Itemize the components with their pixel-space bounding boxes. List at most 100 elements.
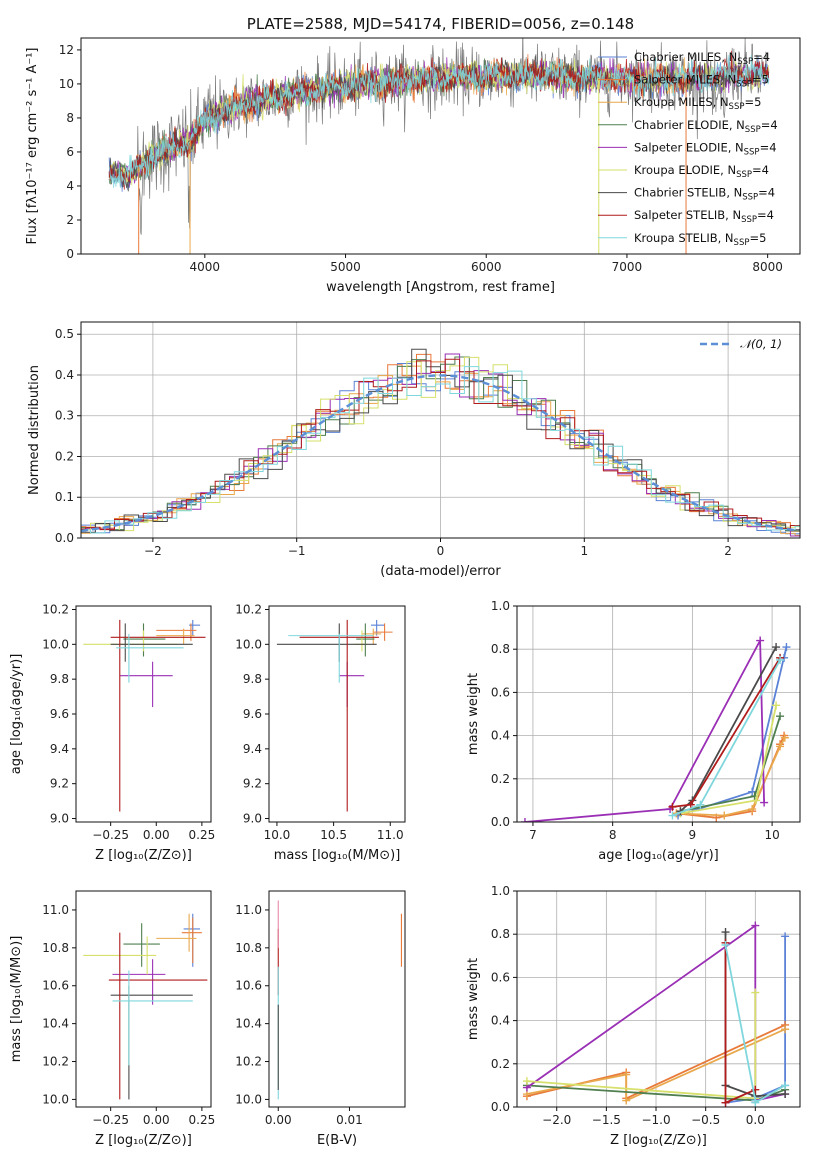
y-tick-label: 10.2 [235,1055,262,1069]
y-tick-label: 9.8 [243,672,262,686]
legend-label: Salpeter STELIB, NSSP=4 [634,208,774,225]
x-tick-label: 0.0 [746,1113,765,1127]
legend-entry: Kroupa STELIB, NSSP=5 [598,231,766,248]
model-spectrum-line [108,58,600,185]
weight-vs-age-axes-frame [516,605,801,823]
legend-entry: Salpeter STELIB, NSSP=4 [598,208,774,225]
legend-entry: Chabrier STELIB, NSSP=4 [598,186,775,203]
y-tick-label: 10.8 [235,941,262,955]
x-axis-label: E(B-V) [317,1133,357,1148]
legend-label: Chabrier STELIB, NSSP=4 [634,186,775,203]
weight-point-marker [780,733,789,742]
x-tick-label: −1 [288,544,306,558]
x-tick-label: 0.00 [265,1113,292,1127]
y-tick-label: 10.4 [235,1017,262,1031]
mass-vs-ebv-plot-area [277,900,402,1100]
y-axis-label: mass weight [466,958,481,1040]
residual-histogram [81,353,800,532]
y-tick-label: 2 [66,213,74,227]
weight-point-marker [751,921,760,930]
mass-vs-Z-ticks: −0.25 0.00 0.25 10.0 10.2 10.4 10.6 10.8 11.0 [42,903,215,1127]
legend-label: Salpeter ELODIE, NSSP=4 [634,140,777,157]
mass-vs-ebv-chart: 0.00 0.01 10.0 10.2 10.4 10.6 10.8 11.0 E(B-V) [235,890,406,1148]
weight-point-marker [721,1098,730,1107]
weight-vs-Z-plot-area [517,891,800,1107]
x-tick-label: 0 [437,544,445,558]
weight-point-marker [772,701,781,710]
mass-vs-Z-chart: −0.25 0.00 0.25 10.0 10.2 10.4 10.6 10.8 11.0 Z [… [9,890,215,1148]
y-axis-label: mass weight [466,673,481,755]
y-tick-label: 9.2 [50,777,69,791]
weight-point-marker [751,1098,760,1107]
age-vs-Z-axes-frame [75,605,212,823]
spectrum-axes-frame [80,37,801,255]
x-tick-label: −2 [144,544,162,558]
weight-point-marker [756,636,765,645]
x-tick-label: 0.25 [189,828,216,842]
weight-point-marker [751,988,760,997]
weight-vs-age-ticks: 7 8 9 10 0.0 0.2 0.4 0.6 0.8 1.0 [491,599,780,842]
x-axis-label: age [log₁₀(age/yr)] [598,848,719,863]
y-axis-label: Normed distribution [27,365,42,495]
age-vs-mass-chart: 10.0 10.5 11.0 9.0 9.2 9.4 9.6 9.8 10.0 10.2 mass … [235,602,406,863]
legend-name: Kroupa MILES, N [634,95,729,109]
age-vs-Z-ticks: −0.25 0.00 0.25 9.0 9.2 9.4 9.6 9.8 10.0 10.2 [42,602,215,842]
legend-sub: SSP [734,238,750,248]
legend-name: Salpeter MILES, N [634,73,736,87]
x-tick-label: 0.01 [336,1113,363,1127]
weight-series-line [725,936,786,1104]
weight-point-marker [782,643,791,652]
legend-label: Kroupa STELIB, NSSP=5 [634,231,766,248]
y-tick-label: 0.4 [491,729,510,743]
legend-entry: Chabrier ELODIE, NSSP=4 [598,118,778,135]
legend-name: Kroupa ELODIE, N [634,163,736,177]
y-tick-label: 10.6 [235,979,262,993]
weight-series-line [526,992,757,1100]
legend-tail: =4 [760,140,777,154]
age-vs-Z-plot-area [83,619,206,812]
age-vs-Z-chart: −0.25 0.00 0.25 9.0 9.2 9.4 9.6 9.8 10.0 10.2 Z [l… [9,602,215,863]
x-axis-label: Z [log₁₀(Z/Z⊙)] [95,1133,192,1148]
x-axis-label: Z [log₁₀(Z/Z⊙)] [610,1133,707,1148]
mass-vs-ebv-axes-frame [268,890,406,1108]
legend-sub: SSP [742,193,758,203]
weight-vs-age-plot-area [517,606,800,822]
legend-name: Kroupa STELIB, N [634,231,734,245]
weight-point-marker [668,802,677,811]
y-tick-label: 1.0 [491,599,510,613]
residual-histogram [81,358,800,531]
legend-tail: =4 [761,118,778,132]
y-tick-label: 0 [66,247,74,261]
y-tick-label: 0.8 [491,642,510,656]
y-tick-label: 4 [66,179,74,193]
legend-name: Chabrier STELIB, N [634,186,742,200]
y-tick-label: 0.8 [491,927,510,941]
model-spectrum-line [108,58,770,186]
y-tick-label: 10 [59,77,74,91]
x-tick-label: −0.25 [92,1113,129,1127]
weight-point-marker [721,928,730,937]
legend-entry: Chabrier MILES, NSSP=4 [598,50,770,67]
legend-sub: SSP [729,102,745,112]
legend-name: Salpeter STELIB, N [634,208,741,222]
weight-point-marker [781,1025,790,1034]
weight-point-marker [781,1081,790,1090]
legend-label: Chabrier ELODIE, NSSP=4 [634,118,778,135]
legend-sub: SSP [744,147,760,157]
weight-point-marker [720,811,729,820]
y-tick-label: 0.0 [491,1100,510,1114]
legend-sub: SSP [736,80,752,90]
weight-point-marker [781,1090,790,1099]
weight-series-line [524,637,765,822]
legend-tail: =4 [753,50,770,64]
y-axis-label: age [log₁₀(age/yr)] [9,654,24,775]
legend-entry: Salpeter ELODIE, NSSP=4 [598,140,777,157]
y-tick-label: 0.2 [55,449,74,463]
y-tick-label: 9.6 [243,707,262,721]
y-tick-label: 0.2 [491,772,510,786]
y-tick-label: 0.4 [491,1014,510,1028]
y-tick-label: 8 [66,111,74,125]
y-tick-label: 0.2 [491,1057,510,1071]
observed-spectrum [108,38,770,235]
